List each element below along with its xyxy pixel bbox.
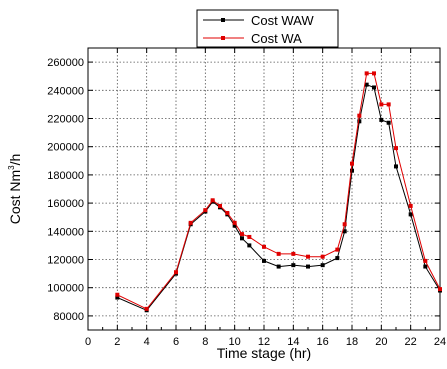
legend-label-wa: Cost WA xyxy=(251,31,302,46)
y-tick-label: 240000 xyxy=(47,85,84,97)
legend-box xyxy=(196,9,339,48)
x-tick-label: 4 xyxy=(144,336,150,348)
data-point xyxy=(364,71,369,76)
legend: Cost WAW Cost WA xyxy=(196,9,339,48)
data-point xyxy=(144,306,149,311)
data-point xyxy=(232,223,237,228)
data-point xyxy=(262,244,266,249)
x-tick-label: 20 xyxy=(375,336,387,348)
data-point xyxy=(423,258,428,263)
data-point xyxy=(438,287,442,292)
y-tick-label: 140000 xyxy=(47,226,84,238)
data-point xyxy=(335,256,340,261)
data-point xyxy=(408,203,413,208)
data-point xyxy=(364,82,369,87)
y-tick-label: 160000 xyxy=(47,198,84,210)
data-point xyxy=(386,120,391,125)
x-tick-label: 24 xyxy=(434,336,446,348)
x-tick-label: 0 xyxy=(85,336,91,348)
data-point xyxy=(115,292,120,297)
series-line xyxy=(117,84,441,311)
x-tick-label: 2 xyxy=(114,336,120,348)
x-tick-label: 8 xyxy=(202,336,208,348)
x-axis-title: Time stage (hr) xyxy=(217,345,311,361)
data-point xyxy=(342,222,347,227)
data-point xyxy=(276,251,281,256)
y-tick-label: 80000 xyxy=(53,311,84,323)
data-point xyxy=(240,236,244,241)
data-point xyxy=(423,264,428,269)
data-point xyxy=(379,117,384,122)
x-tick-label: 22 xyxy=(405,336,417,348)
y-tick-label: 260000 xyxy=(47,57,84,69)
x-tick-label: 16 xyxy=(317,336,329,348)
data-point xyxy=(342,229,347,234)
data-point xyxy=(240,232,244,237)
data-point xyxy=(210,198,215,203)
data-point xyxy=(394,164,398,169)
data-point xyxy=(357,113,362,118)
y-tick-label: 220000 xyxy=(47,114,84,126)
data-point xyxy=(232,220,237,225)
series-cost-wa xyxy=(115,71,442,311)
x-tick-label: 12 xyxy=(258,336,270,348)
legend-label-waw: Cost WAW xyxy=(251,13,314,28)
data-point xyxy=(372,85,376,90)
data-point xyxy=(320,254,325,259)
data-point xyxy=(203,208,208,213)
series-layer xyxy=(115,71,442,313)
series-line xyxy=(117,72,441,310)
data-point xyxy=(218,203,222,208)
data-point xyxy=(247,243,252,248)
x-tick-labels: 0 2 4 6 8 10 12 14 16 18 20 22 24 xyxy=(85,336,446,348)
data-point xyxy=(320,263,325,268)
data-point xyxy=(350,161,354,166)
data-point xyxy=(291,263,296,268)
x-tick-label: 14 xyxy=(287,336,299,348)
x-tick-label: 10 xyxy=(229,336,241,348)
data-point xyxy=(408,212,413,217)
x-tick-label: 6 xyxy=(173,336,179,348)
y-tick-labels: 80000 100000 120000 140000 160000 180000 20000… xyxy=(47,57,84,323)
axes xyxy=(87,47,441,331)
data-point xyxy=(262,258,266,263)
x-tick-label: 18 xyxy=(346,336,358,348)
y-tick-label: 200000 xyxy=(47,142,84,154)
data-point xyxy=(394,146,398,151)
data-point xyxy=(291,251,296,256)
y-tick-label: 100000 xyxy=(47,283,84,295)
data-point xyxy=(379,102,384,107)
data-point xyxy=(306,264,310,269)
data-point xyxy=(306,254,310,259)
data-point xyxy=(188,220,193,225)
data-point xyxy=(357,119,362,124)
y-tick-label: 120000 xyxy=(47,255,84,267)
data-point xyxy=(372,71,376,76)
data-point xyxy=(115,295,120,300)
data-point xyxy=(225,210,230,215)
data-point xyxy=(174,270,178,275)
data-point xyxy=(386,102,391,107)
legend-swatch-marker-wa xyxy=(221,36,225,40)
legend-swatch-marker-waw xyxy=(221,18,225,22)
y-axis-title: Cost Nm3/h xyxy=(7,154,23,225)
data-point xyxy=(276,264,281,269)
data-point xyxy=(335,247,340,252)
data-point xyxy=(247,234,252,239)
y-tick-label: 180000 xyxy=(47,170,84,182)
data-point xyxy=(350,168,354,173)
